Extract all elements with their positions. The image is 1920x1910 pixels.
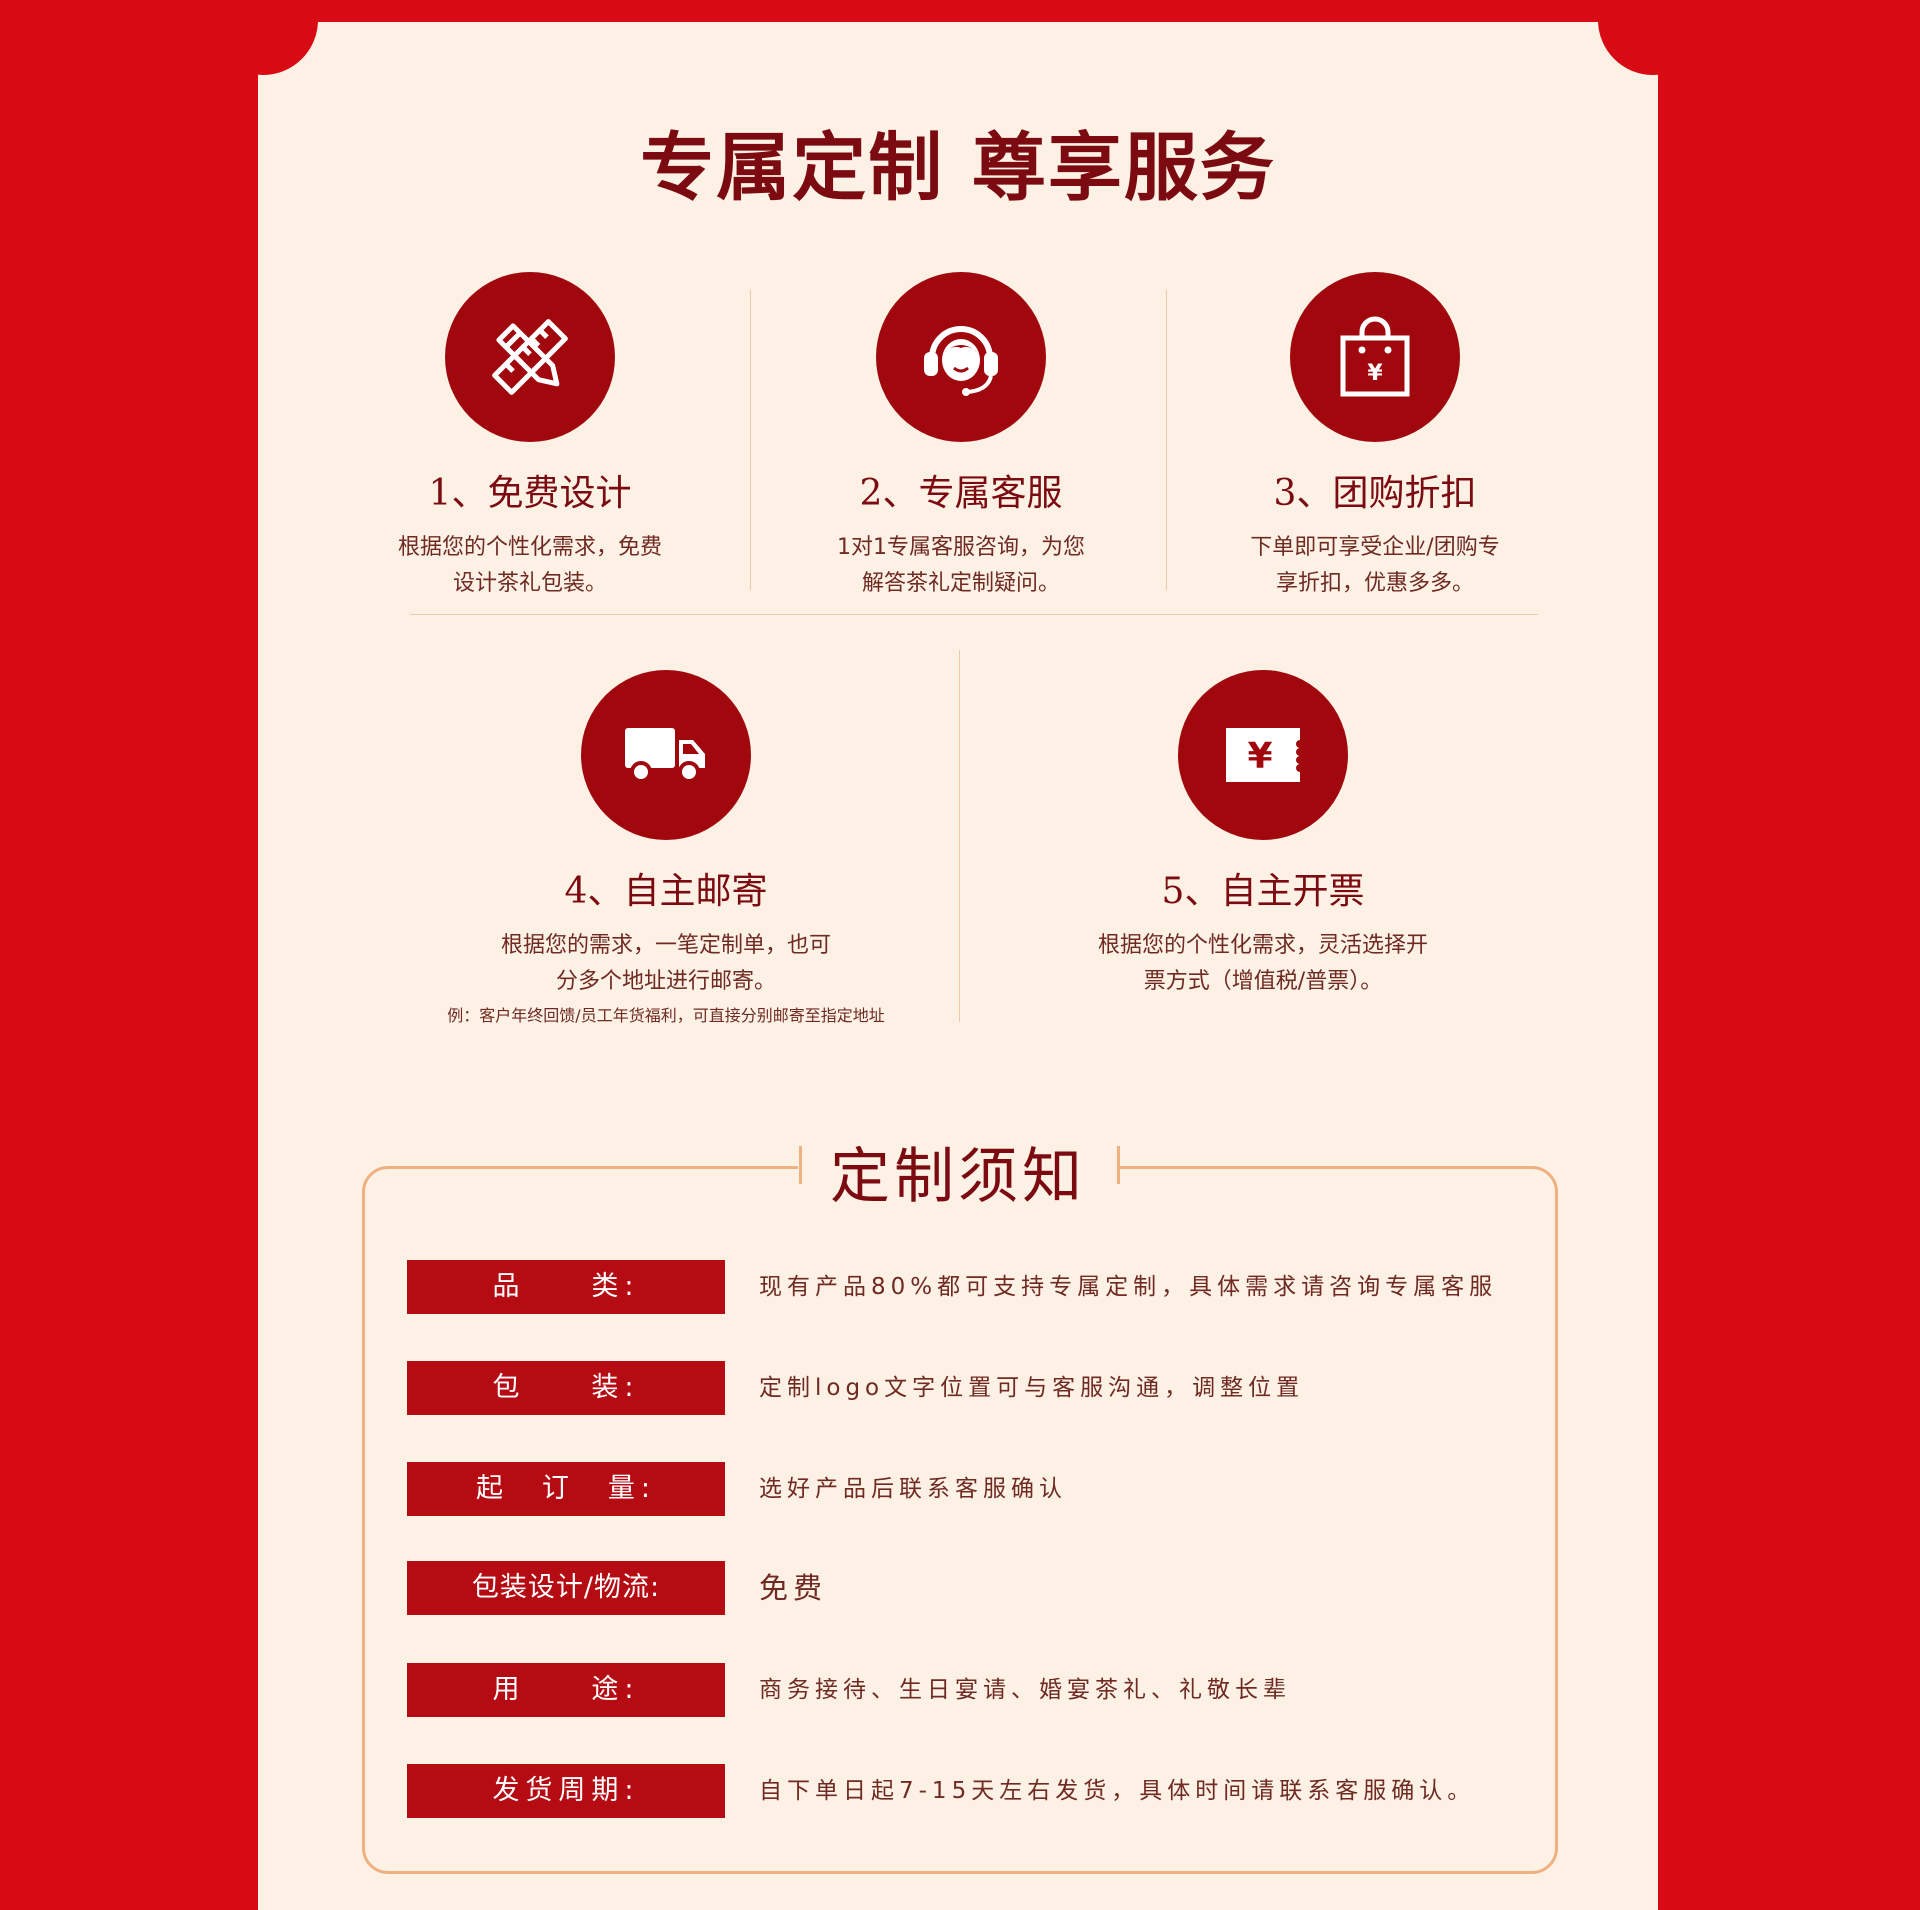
divider-vertical	[959, 650, 960, 1022]
service-description-line: 1对1专属客服咨询，为您	[837, 535, 1085, 560]
content-card: 专属定制 尊享服务	[208, 0, 1708, 1910]
service-title: 1、免费设计	[428, 473, 632, 514]
notice-row: 品 类: 现有产品80%都可支持专属定制，具体需求请咨询专属客服	[407, 1260, 1507, 1314]
notice-row-value: 免费	[759, 1571, 828, 1605]
notice-row-label: 用 途:	[407, 1663, 725, 1717]
service-description-line: 享折扣，优惠多多。	[1275, 571, 1474, 596]
notice-row: 用 途: 商务接待、生日宴请、婚宴茶礼、礼敬长辈	[407, 1663, 1507, 1717]
notice-row-label: 发货周期:	[407, 1764, 725, 1818]
corner-notch-right	[1598, 0, 1708, 75]
service-description: 1对1专属客服咨询，为您 解答茶礼定制疑问。	[756, 530, 1166, 602]
service-description-line: 根据您的个性化需求，灵活选择开	[1097, 933, 1428, 958]
top-strip	[258, 0, 1658, 22]
service-description-line: 下单即可享受企业/团购专	[1250, 535, 1500, 560]
svg-text:¥: ¥	[1367, 361, 1383, 386]
notice-row: 起 订 量: 选好产品后联系客服确认	[407, 1462, 1507, 1516]
title-ornament-right	[1117, 1146, 1120, 1184]
invoice-yen-icon: ¥	[1178, 670, 1348, 840]
notice-row-label: 起 订 量:	[407, 1462, 725, 1516]
service-title: 4、自主邮寄	[564, 871, 768, 912]
notice-row-value: 自下单日起7-15天左右发货，具体时间请联系客服确认。	[759, 1778, 1476, 1804]
notice-title: 定制须知	[830, 1142, 1086, 1212]
service-description-line: 根据您的个性化需求，免费	[397, 535, 662, 560]
divider-vertical	[750, 290, 751, 590]
notice-row-label: 品 类:	[407, 1260, 725, 1314]
service-note: 例：客户年终回馈/员工年货福利，可直接分别邮寄至指定地址	[447, 1006, 885, 1025]
service-free-design: 1、免费设计 根据您的个性化需求，免费 设计茶礼包装。	[340, 272, 720, 602]
service-description: 根据您的个性化需求，灵活选择开 票方式（增值税/普票）。	[1003, 928, 1523, 1000]
service-title: 2、专属客服	[859, 473, 1063, 514]
service-group-discount: ¥ 3、团购折扣 下单即可享受企业/团购专 享折扣，优惠多多。	[1170, 272, 1580, 602]
corner-notch-left	[208, 0, 318, 75]
svg-text:¥: ¥	[1247, 736, 1272, 777]
title-ornament-left	[799, 1146, 802, 1184]
truck-icon	[581, 670, 751, 840]
notice-row-value: 现有产品80%都可支持专属定制，具体需求请咨询专属客服	[759, 1274, 1498, 1300]
notice-row-value: 选好产品后联系客服确认	[759, 1476, 1067, 1502]
service-description: 根据您的个性化需求，免费 设计茶礼包装。	[340, 530, 720, 602]
service-description-line: 设计茶礼包装。	[452, 571, 607, 596]
service-title: 5、自主开票	[1161, 871, 1365, 912]
shopping-bag-yen-icon: ¥	[1290, 272, 1460, 442]
pencil-ruler-icon	[445, 272, 615, 442]
service-self-shipping: 4、自主邮寄 根据您的需求，一笔定制单，也可 分多个地址进行邮寄。 例：客户年终…	[416, 670, 916, 1026]
notice-row: 包 装: 定制logo文字位置可与客服沟通，调整位置	[407, 1361, 1507, 1415]
notice-title-background	[798, 1130, 1118, 1200]
divider-horizontal	[410, 614, 1538, 615]
service-description: 下单即可享受企业/团购专 享折扣，优惠多多。	[1170, 530, 1580, 602]
service-description-line: 解答茶礼定制疑问。	[861, 571, 1060, 596]
notice-row: 发货周期: 自下单日起7-15天左右发货，具体时间请联系客服确认。	[407, 1764, 1507, 1818]
headset-icon	[876, 272, 1046, 442]
service-description-line: 票方式（增值税/普票）。	[1143, 969, 1383, 994]
notice-row-value: 定制logo文字位置可与客服沟通，调整位置	[759, 1375, 1305, 1401]
service-description-line: 分多个地址进行邮寄。	[555, 969, 776, 994]
service-self-invoicing: ¥ 5、自主开票 根据您的个性化需求，灵活选择开 票方式（增值税/普票）。	[1003, 670, 1523, 1000]
divider-vertical	[1166, 290, 1167, 590]
service-description-line: 根据您的需求，一笔定制单，也可	[500, 933, 831, 958]
service-exclusive-support: 2、专属客服 1对1专属客服咨询，为您 解答茶礼定制疑问。	[756, 272, 1166, 602]
notice-row-label: 包 装:	[407, 1361, 725, 1415]
notice-row-label: 包装设计/物流:	[407, 1561, 725, 1615]
notice-row: 包装设计/物流: 免费	[407, 1561, 1507, 1615]
notice-row-value: 商务接待、生日宴请、婚宴茶礼、礼敬长辈	[759, 1677, 1291, 1703]
service-title: 3、团购折扣	[1273, 473, 1477, 514]
page-title: 专属定制 尊享服务	[640, 125, 1276, 211]
service-description: 根据您的需求，一笔定制单，也可 分多个地址进行邮寄。	[416, 928, 916, 1000]
